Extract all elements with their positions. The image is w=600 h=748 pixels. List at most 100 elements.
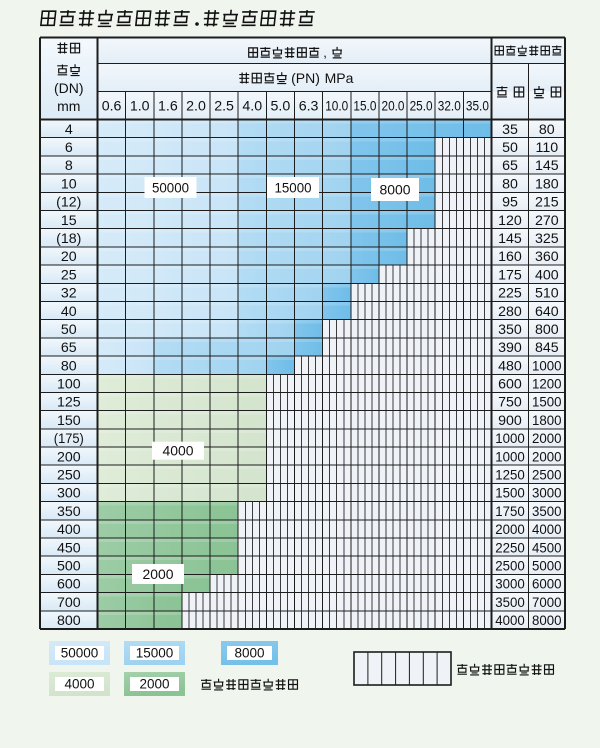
svg-text:180: 180	[535, 176, 559, 192]
svg-text:3500: 3500	[495, 595, 525, 611]
svg-text:1750: 1750	[495, 504, 525, 520]
svg-text:50: 50	[502, 140, 518, 156]
svg-text:200: 200	[57, 449, 81, 465]
svg-text:2000: 2000	[143, 566, 174, 582]
svg-text:mm: mm	[57, 98, 80, 114]
svg-text:1000: 1000	[495, 431, 525, 447]
svg-text:480: 480	[498, 358, 522, 374]
svg-text:2000: 2000	[139, 677, 169, 692]
svg-text:4: 4	[65, 122, 73, 138]
svg-text:4.0: 4.0	[242, 99, 262, 115]
svg-text:6: 6	[65, 140, 73, 156]
svg-text:100: 100	[57, 377, 81, 393]
svg-text:2.5: 2.5	[214, 99, 234, 115]
svg-text:20.0: 20.0	[382, 99, 405, 115]
svg-text:800: 800	[535, 322, 559, 338]
svg-text:50000: 50000	[61, 646, 99, 661]
svg-text:20: 20	[61, 249, 77, 265]
svg-text:3000: 3000	[532, 486, 562, 502]
svg-text:350: 350	[57, 504, 81, 520]
svg-text:2.0: 2.0	[186, 99, 206, 115]
svg-text:7000: 7000	[532, 595, 562, 611]
svg-text:1500: 1500	[495, 486, 525, 502]
svg-text:900: 900	[498, 413, 522, 429]
svg-text:(12): (12)	[56, 195, 81, 211]
svg-text:1.6: 1.6	[158, 99, 178, 115]
svg-text:1200: 1200	[532, 377, 562, 393]
svg-text:400: 400	[535, 267, 559, 283]
svg-text:510: 510	[535, 286, 559, 302]
svg-text:2500: 2500	[495, 559, 525, 575]
svg-text:MPa: MPa	[325, 70, 354, 86]
svg-text:8000: 8000	[532, 613, 562, 629]
svg-text:95: 95	[502, 195, 518, 211]
svg-text:35.0: 35.0	[466, 99, 489, 115]
svg-text:4000: 4000	[64, 677, 94, 692]
svg-text:845: 845	[535, 340, 559, 356]
svg-text:145: 145	[535, 158, 559, 174]
svg-text:225: 225	[498, 286, 522, 302]
svg-text:4000: 4000	[532, 522, 562, 538]
svg-text:2000: 2000	[532, 449, 562, 465]
svg-text:640: 640	[535, 304, 559, 320]
svg-text:8: 8	[65, 158, 73, 174]
svg-text:160: 160	[498, 249, 522, 265]
svg-text:80: 80	[502, 176, 518, 192]
svg-text:25.0: 25.0	[410, 99, 433, 115]
svg-text:2000: 2000	[495, 522, 525, 538]
svg-text:80: 80	[539, 122, 555, 138]
svg-text:8000: 8000	[234, 646, 264, 661]
svg-text:3000: 3000	[495, 577, 525, 593]
svg-text:270: 270	[535, 213, 559, 229]
svg-text:2000: 2000	[532, 431, 562, 447]
svg-text:1800: 1800	[532, 413, 562, 429]
svg-text:360: 360	[535, 249, 559, 265]
svg-text:15000: 15000	[275, 180, 312, 196]
svg-text:40: 40	[61, 304, 77, 320]
svg-text:80: 80	[61, 358, 77, 374]
svg-text:750: 750	[498, 395, 522, 411]
svg-text:500: 500	[57, 559, 81, 575]
svg-text:65: 65	[61, 340, 77, 356]
svg-text:,: ,	[323, 45, 327, 60]
svg-text:145: 145	[498, 231, 522, 247]
svg-text:175: 175	[498, 267, 522, 283]
svg-text:15.0: 15.0	[353, 99, 376, 115]
svg-text:(175): (175)	[54, 431, 84, 447]
svg-text:(18): (18)	[56, 231, 81, 247]
svg-text:35: 35	[502, 122, 518, 138]
svg-text:1000: 1000	[495, 449, 525, 465]
svg-text:300: 300	[57, 486, 81, 502]
svg-text:400: 400	[57, 522, 81, 538]
svg-text:10.0: 10.0	[325, 99, 348, 115]
svg-text:5.0: 5.0	[271, 99, 291, 115]
svg-text:150: 150	[57, 413, 81, 429]
svg-text:450: 450	[57, 540, 81, 556]
svg-text:2250: 2250	[495, 540, 525, 556]
svg-text:280: 280	[498, 304, 522, 320]
svg-text:1000: 1000	[532, 358, 562, 374]
svg-text:250: 250	[57, 468, 81, 484]
svg-text:1500: 1500	[532, 395, 562, 411]
svg-text:50: 50	[61, 322, 77, 338]
svg-text:120: 120	[498, 213, 522, 229]
svg-text:1.0: 1.0	[130, 99, 150, 115]
svg-text:4500: 4500	[532, 540, 562, 556]
svg-text:700: 700	[57, 595, 81, 611]
svg-text:600: 600	[498, 377, 522, 393]
svg-text:4000: 4000	[163, 443, 194, 459]
svg-text:65: 65	[502, 158, 518, 174]
svg-text:800: 800	[57, 613, 81, 629]
svg-text:15000: 15000	[136, 646, 174, 661]
svg-text:3500: 3500	[532, 504, 562, 520]
svg-text:32: 32	[61, 286, 77, 302]
svg-text:125: 125	[57, 395, 81, 411]
svg-text:32.0: 32.0	[438, 99, 461, 115]
svg-text:390: 390	[498, 340, 522, 356]
svg-text:25: 25	[61, 267, 77, 283]
svg-text:6000: 6000	[532, 577, 562, 593]
svg-text:(DN): (DN)	[54, 80, 84, 96]
svg-text:10: 10	[61, 176, 77, 192]
svg-text:110: 110	[535, 140, 558, 156]
svg-text:15: 15	[61, 213, 77, 229]
